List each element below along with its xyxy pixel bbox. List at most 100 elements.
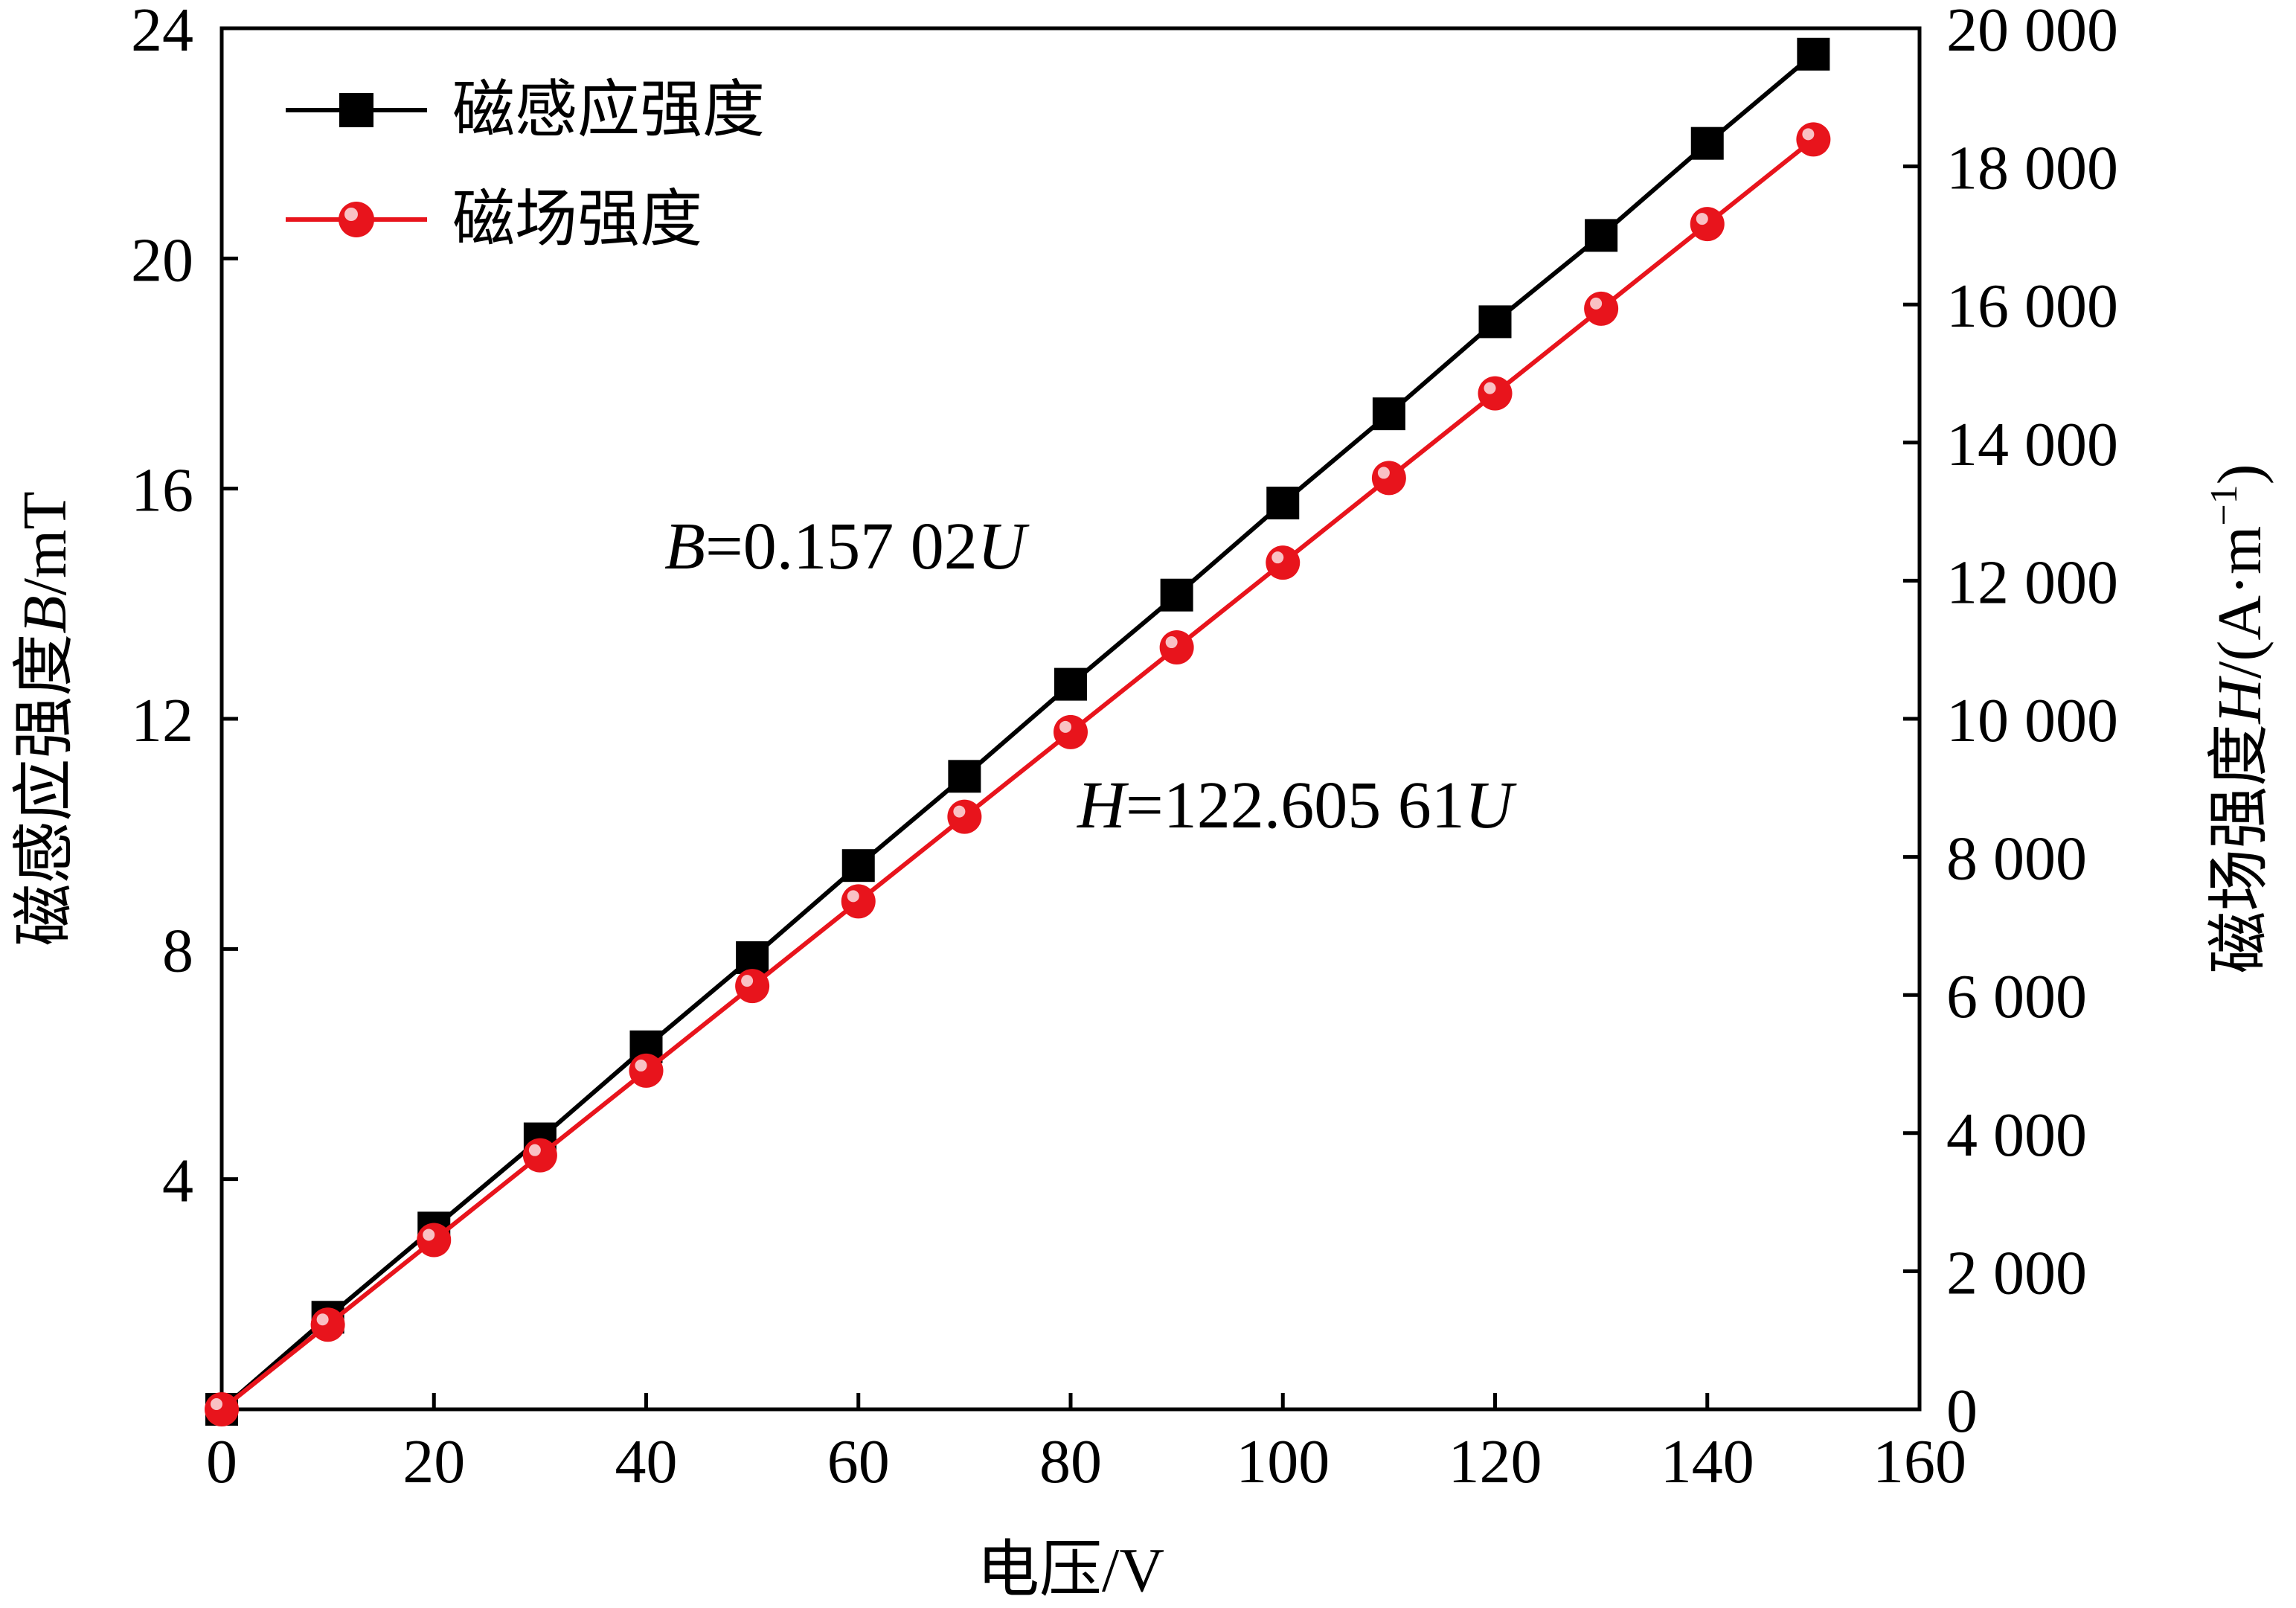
x-tick-label-60: 60 <box>827 1427 890 1496</box>
legend: 磁感应强度 磁场强度 <box>286 76 765 254</box>
left-y-axis-label: 磁感应强度B/mT <box>10 491 80 946</box>
annotation-h-var: H <box>1077 769 1129 842</box>
series-0-point-11 <box>1372 397 1405 431</box>
series-0-point-15 <box>1797 37 1830 71</box>
series-1-point-2 <box>417 1223 452 1258</box>
series-1-point-10 <box>1266 545 1301 580</box>
x-tick-label-140: 140 <box>1661 1427 1754 1496</box>
series-1-point-6 <box>841 884 876 919</box>
legend-label-b: 磁感应强度 <box>452 76 765 145</box>
series-1-point-highlight-10 <box>1272 551 1284 564</box>
series-1-point-highlight-9 <box>1165 636 1178 649</box>
series-1-point-highlight-13 <box>1590 297 1603 310</box>
series-1-point-3 <box>522 1138 557 1173</box>
series-1-point-highlight-6 <box>847 890 859 903</box>
right-y-axis-label-unit-exp: −1 <box>2203 484 2245 525</box>
series-0-point-10 <box>1266 487 1300 519</box>
series-1-point-highlight-8 <box>1059 720 1071 733</box>
series-0-point-7 <box>948 760 981 793</box>
series-1-point-highlight-15 <box>1802 128 1815 141</box>
left-y-axis-label-var: B <box>10 595 80 633</box>
annotation-h-text: =122.605 61 <box>1126 769 1465 842</box>
right-y-tick-label-0: 0 <box>1946 1377 1978 1446</box>
x-tick-label-20: 20 <box>403 1427 465 1496</box>
right-y-tick-label-6000: 6 000 <box>1946 962 2087 1031</box>
series-1-point-highlight-14 <box>1696 213 1708 225</box>
right-y-axis-label-prefix: 磁场强度 <box>2205 724 2274 974</box>
right-y-tick-label-20000: 20 000 <box>1946 0 2118 65</box>
series-1-point-5 <box>735 969 770 1004</box>
right-y-tick-label-18000: 18 000 <box>1946 134 2118 203</box>
annotation-b-var2: U <box>978 510 1030 583</box>
x-axis-label: 电压/V <box>977 1536 1164 1605</box>
series-1-point-11 <box>1371 461 1406 496</box>
right-y-tick-label-12000: 12 000 <box>1946 548 2118 617</box>
series-0-point-9 <box>1160 578 1193 612</box>
annotation-b-equation: B=0.157 02U <box>664 510 1030 583</box>
series-1-point-0 <box>205 1392 239 1426</box>
x-tick-label-40: 40 <box>615 1427 678 1496</box>
series-1-point-13 <box>1584 291 1619 326</box>
series-1-point-15 <box>1796 122 1831 157</box>
legend-label-h: 磁场强度 <box>452 185 702 254</box>
legend-marker-circle <box>339 202 374 237</box>
left-y-tick-label-20: 20 <box>131 225 193 295</box>
series-1-point-7 <box>947 799 982 834</box>
right-y-tick-label-2000: 2 000 <box>1946 1238 2087 1307</box>
series-0-line <box>220 52 1815 1412</box>
left-y-tick-label-8: 8 <box>162 916 193 985</box>
x-tick-label-120: 120 <box>1449 1427 1542 1496</box>
right-y-axis-label-unit-b: ) <box>2205 464 2274 484</box>
series-1-point-1 <box>310 1307 345 1342</box>
legend-marker-circle-highlight <box>344 208 358 221</box>
right-y-tick-label-14000: 14 000 <box>1946 410 2118 479</box>
left-y-tick-label-16: 16 <box>131 456 193 525</box>
series-0-point-14 <box>1690 126 1724 160</box>
series-1-point-highlight-2 <box>423 1229 435 1241</box>
series-1-point-highlight-12 <box>1484 382 1496 394</box>
series-1-point-highlight-3 <box>528 1144 541 1156</box>
series-1-point-highlight-4 <box>635 1059 647 1072</box>
right-y-tick-label-16000: 16 000 <box>1946 272 2118 341</box>
annotation-b-text: =0.157 02 <box>705 510 978 583</box>
left-y-axis-label-prefix: 磁感应强度 <box>10 634 80 946</box>
series-layer <box>205 37 1831 1426</box>
right-y-tick-label-10000: 10 000 <box>1946 686 2118 755</box>
series-1-point-highlight-0 <box>211 1398 222 1410</box>
right-y-tick-label-4000: 4 000 <box>1946 1101 2087 1170</box>
series-1-point-highlight-7 <box>953 805 966 818</box>
left-y-tick-label-4: 4 <box>162 1147 193 1216</box>
left-y-tick-label-12: 12 <box>131 686 193 755</box>
x-axis-ticks: 0 20 40 60 80 100 120 140 160 <box>206 1393 1966 1496</box>
series-1-point-4 <box>629 1053 664 1088</box>
series-1-point-14 <box>1690 207 1725 242</box>
series-0-point-12 <box>1478 305 1512 339</box>
series-1-point-9 <box>1159 630 1194 665</box>
left-y-axis-ticks: 4 8 12 16 20 24 <box>131 0 238 1216</box>
right-y-axis-label-unit-a: /(A·m <box>2205 526 2274 679</box>
x-tick-label-80: 80 <box>1039 1427 1102 1496</box>
x-tick-label-100: 100 <box>1236 1427 1330 1496</box>
series-0-point-8 <box>1054 667 1087 701</box>
x-tick-label-160: 160 <box>1873 1427 1966 1496</box>
x-tick-label-0: 0 <box>206 1427 237 1496</box>
legend-marker-square <box>339 93 373 127</box>
right-y-axis-label-var: H <box>2205 676 2274 725</box>
annotation-h-var2: U <box>1465 769 1517 842</box>
right-y-tick-label-8000: 8 000 <box>1946 824 2087 894</box>
series-1-point-highlight-5 <box>741 975 754 987</box>
left-y-axis-label-unit: /mT <box>10 491 80 595</box>
left-y-tick-label-24: 24 <box>131 0 193 65</box>
series-0-point-5 <box>736 941 769 974</box>
series-1-line <box>220 137 1815 1412</box>
series-1-point-highlight-1 <box>316 1313 329 1326</box>
annotation-h-equation: H=122.605 61U <box>1077 769 1517 842</box>
series-1-point-8 <box>1054 714 1088 749</box>
series-1-point-highlight-11 <box>1377 467 1390 479</box>
right-y-axis-ticks: 0 2 000 4 000 6 000 8 000 10 000 12 000 14 000 1… <box>1903 0 2118 1446</box>
series-0-point-6 <box>841 849 875 883</box>
annotation-b-var: B <box>664 510 705 583</box>
series-0-point-13 <box>1585 219 1618 252</box>
right-y-axis-label: 磁场强度H/(A·m−1) <box>2203 464 2274 973</box>
